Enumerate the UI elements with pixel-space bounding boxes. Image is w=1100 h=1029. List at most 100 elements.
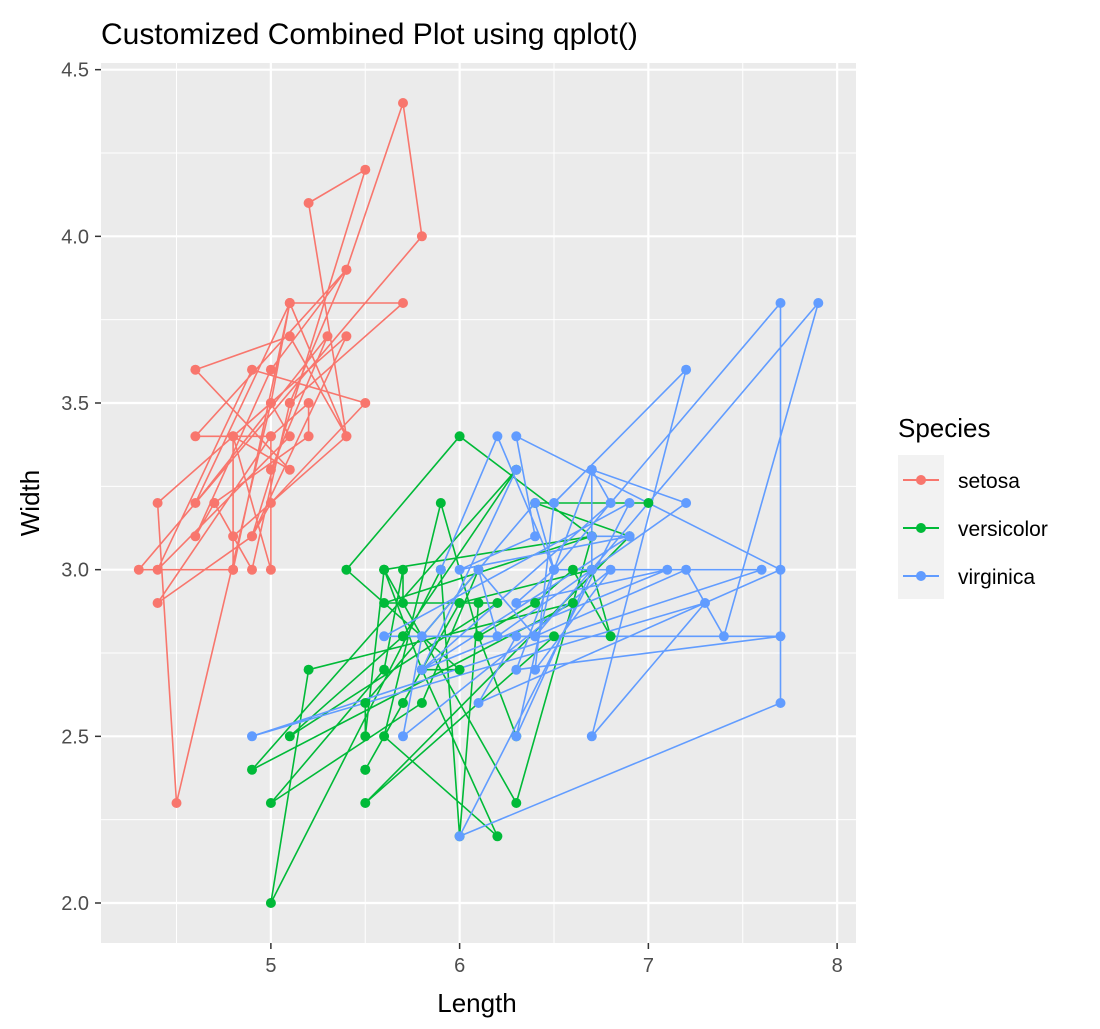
legend-label-setosa: setosa: [958, 470, 1020, 493]
data-point-versicolor: [265, 898, 276, 908]
data-point-virginica: [511, 464, 522, 475]
data-point-virginica: [511, 598, 522, 608]
data-point-virginica: [586, 564, 597, 575]
data-point-setosa: [265, 498, 276, 508]
data-point-setosa: [303, 431, 314, 442]
y-tick-label: 4.0: [61, 226, 89, 248]
data-point-versicolor: [303, 664, 314, 675]
data-point-setosa: [265, 464, 276, 475]
legend-label-virginica: virginica: [958, 566, 1035, 589]
data-point-setosa: [398, 298, 408, 308]
data-point-versicolor: [247, 764, 257, 775]
data-point-virginica: [416, 664, 427, 675]
data-point-versicolor: [360, 764, 371, 775]
data-point-setosa: [228, 564, 239, 575]
data-point-versicolor: [473, 631, 484, 642]
data-point-virginica: [398, 731, 408, 742]
data-point-setosa: [152, 498, 163, 508]
data-point-virginica: [681, 564, 692, 575]
data-point-setosa: [416, 231, 427, 242]
data-point-setosa: [341, 331, 352, 342]
data-point-versicolor: [492, 598, 503, 608]
data-point-versicolor: [379, 731, 390, 742]
data-point-setosa: [228, 531, 239, 542]
data-point-virginica: [511, 664, 522, 675]
data-point-setosa: [284, 398, 295, 408]
y-tick-label: 3.5: [61, 393, 89, 415]
data-point-virginica: [511, 731, 522, 742]
data-point-virginica: [473, 698, 484, 708]
data-point-versicolor: [398, 564, 408, 575]
data-point-setosa: [303, 398, 314, 408]
data-point-virginica: [813, 298, 824, 308]
x-tick-label: 5: [265, 955, 276, 977]
data-point-setosa: [284, 298, 295, 308]
data-point-setosa: [284, 464, 295, 475]
x-tick-label: 8: [832, 955, 843, 977]
data-point-versicolor: [341, 564, 352, 575]
data-point-versicolor: [454, 431, 465, 442]
data-point-versicolor: [435, 498, 446, 508]
data-point-setosa: [152, 598, 163, 608]
data-point-versicolor: [398, 698, 408, 708]
data-point-virginica: [379, 631, 390, 642]
data-point-virginica: [530, 498, 541, 508]
data-point-setosa: [398, 98, 408, 108]
data-point-virginica: [605, 564, 616, 575]
data-point-versicolor: [567, 598, 578, 608]
data-point-virginica: [662, 564, 673, 575]
data-point-virginica: [530, 664, 541, 675]
legend-items: setosa versicolor virginica: [903, 470, 1048, 589]
data-point-virginica: [718, 631, 729, 642]
data-point-virginica: [775, 698, 786, 708]
y-tick-label: 3.0: [61, 560, 89, 582]
data-point-setosa: [322, 331, 333, 342]
y-tick-label: 2.5: [61, 726, 89, 748]
legend-key-point-versicolor: [916, 523, 926, 533]
data-point-versicolor: [398, 631, 408, 642]
data-point-virginica: [454, 831, 465, 842]
data-point-setosa: [265, 564, 276, 575]
data-point-setosa: [247, 364, 257, 375]
data-point-virginica: [775, 298, 786, 308]
data-point-setosa: [190, 364, 201, 375]
data-point-virginica: [681, 364, 692, 375]
data-point-versicolor: [360, 698, 371, 708]
data-point-virginica: [511, 631, 522, 642]
data-point-virginica: [586, 464, 597, 475]
data-point-versicolor: [398, 598, 408, 608]
data-point-virginica: [605, 498, 616, 508]
data-point-virginica: [247, 731, 257, 742]
x-axis-title: Length: [437, 988, 517, 1018]
data-point-setosa: [265, 364, 276, 375]
y-axis-title: Width: [15, 470, 45, 536]
data-point-versicolor: [473, 598, 484, 608]
chart-title: Customized Combined Plot using qplot(): [101, 18, 638, 51]
data-point-virginica: [473, 564, 484, 575]
data-point-setosa: [190, 531, 201, 542]
y-tick-label: 4.5: [61, 60, 89, 82]
data-point-virginica: [492, 431, 503, 442]
data-point-setosa: [247, 531, 257, 542]
data-point-virginica: [700, 598, 710, 608]
legend-key-point-virginica: [916, 571, 926, 581]
data-point-versicolor: [379, 664, 390, 675]
y-tick-label: 2.0: [61, 893, 89, 915]
x-axis: 5 6 7 8: [265, 943, 843, 977]
data-point-setosa: [341, 264, 352, 275]
data-point-versicolor: [379, 564, 390, 575]
data-point-virginica: [624, 531, 635, 542]
data-point-setosa: [303, 198, 314, 208]
data-point-setosa: [190, 431, 201, 442]
data-point-virginica: [530, 531, 541, 542]
data-point-setosa: [360, 398, 371, 408]
data-point-versicolor: [454, 598, 465, 608]
data-point-virginica: [454, 564, 465, 575]
data-point-versicolor: [511, 798, 522, 808]
data-point-virginica: [775, 564, 786, 575]
data-point-virginica: [530, 631, 541, 642]
data-point-versicolor: [643, 498, 654, 508]
data-point-versicolor: [379, 598, 390, 608]
data-point-virginica: [549, 564, 559, 575]
